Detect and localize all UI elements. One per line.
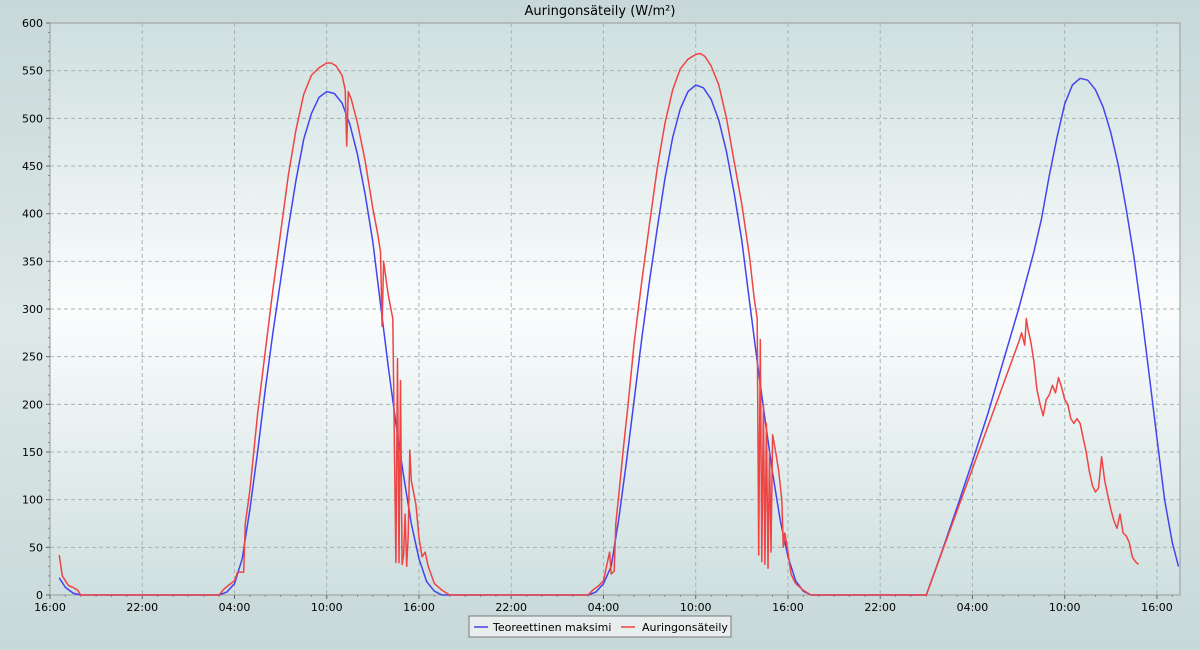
y-tick-label: 400 xyxy=(22,208,43,221)
series-line-auringonsateily xyxy=(58,52,1140,596)
x-tick-label: 22:00 xyxy=(126,601,158,614)
y-tick-label: 100 xyxy=(22,494,43,507)
axes: 0 50 100 150 200 250 300 350 400 450 500 550 600 16:0… xyxy=(22,17,1173,614)
y-tick-label: 350 xyxy=(22,255,43,268)
x-tick-label: 10:00 xyxy=(311,601,343,614)
x-tick-label: 10:00 xyxy=(1049,601,1081,614)
y-tick-label: 50 xyxy=(29,541,43,554)
y-tick-label: 0 xyxy=(36,589,43,602)
y-tick-label: 150 xyxy=(22,446,43,459)
legend: Teoreettinen maksimi Auringonsäteily xyxy=(468,615,732,638)
grid-lines xyxy=(50,23,1180,595)
x-tick-label: 04:00 xyxy=(957,601,989,614)
x-tick-label: 10:00 xyxy=(680,601,712,614)
x-tick-label: 22:00 xyxy=(864,601,896,614)
x-tick-label: 16:00 xyxy=(1141,601,1173,614)
x-tick-label: 04:00 xyxy=(588,601,620,614)
series-line-teoreettinen-maksimi xyxy=(58,77,1180,596)
y-tick-label: 500 xyxy=(22,112,43,125)
y-tick-label: 250 xyxy=(22,351,43,364)
x-tick-label: 16:00 xyxy=(34,601,66,614)
legend-label-teoreettinen-maksimi: Teoreettinen maksimi xyxy=(492,621,611,634)
y-tick-label: 200 xyxy=(22,398,43,411)
x-tick-label: 22:00 xyxy=(495,601,527,614)
series-group xyxy=(58,52,1180,596)
legend-box xyxy=(468,615,732,638)
y-tick-label: 600 xyxy=(22,17,43,30)
x-tick-label: 16:00 xyxy=(772,601,804,614)
x-tick-label: 16:00 xyxy=(403,601,435,614)
chart-title: Auringonsäteily (W/m²) xyxy=(525,4,676,19)
x-tick-label: 04:00 xyxy=(219,601,251,614)
y-tick-label: 450 xyxy=(22,160,43,173)
y-tick-label: 300 xyxy=(22,303,43,316)
legend-label-auringonsateily: Auringonsäteily xyxy=(642,621,728,634)
y-tick-label: 550 xyxy=(22,65,43,78)
